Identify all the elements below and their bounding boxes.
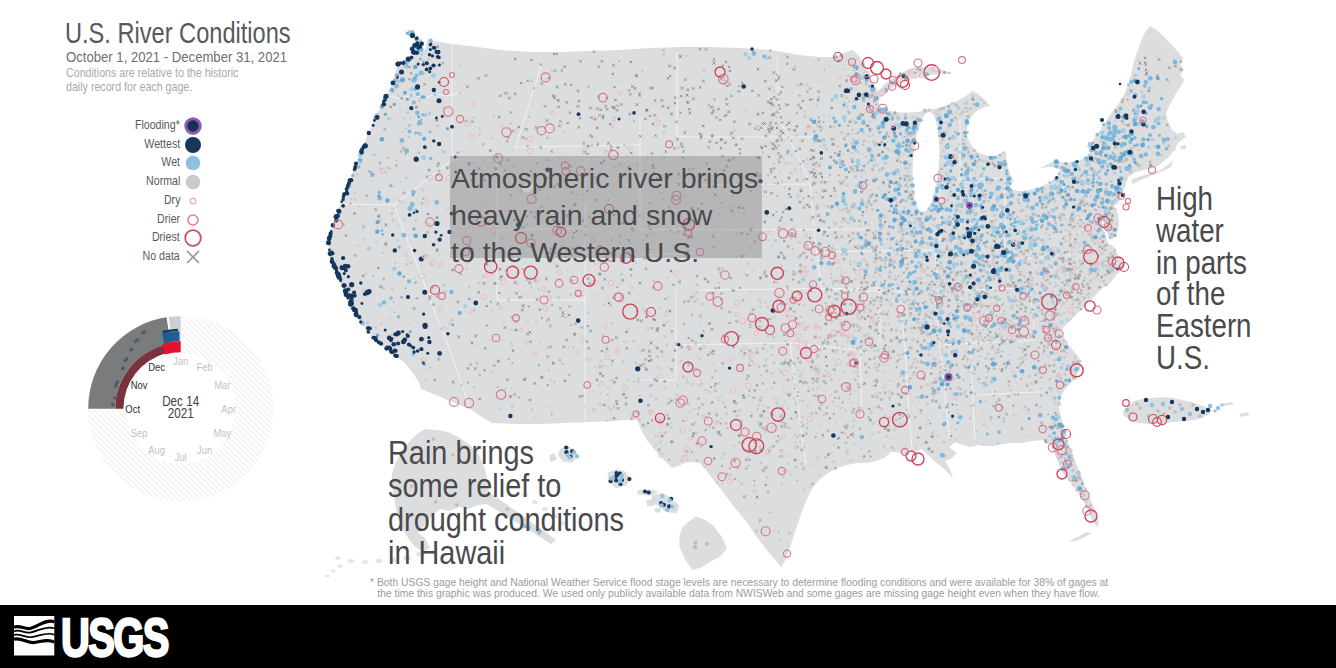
svg-text:Aug: Aug	[148, 443, 165, 456]
svg-text:Nov: Nov	[131, 378, 148, 391]
svg-text:May: May	[213, 426, 231, 439]
svg-text:Jun: Jun	[197, 443, 212, 456]
svg-text:Dec: Dec	[148, 360, 165, 373]
svg-text:2021: 2021	[168, 405, 194, 422]
svg-text:Oct: Oct	[125, 402, 140, 415]
svg-text:Sep: Sep	[131, 426, 148, 439]
svg-text:Feb: Feb	[197, 360, 213, 373]
svg-text:USGS: USGS	[61, 616, 168, 658]
svg-text:Mar: Mar	[214, 378, 231, 391]
svg-text:Jan: Jan	[173, 354, 188, 367]
svg-text:Apr: Apr	[221, 402, 236, 415]
svg-text:Jul: Jul	[175, 450, 187, 463]
